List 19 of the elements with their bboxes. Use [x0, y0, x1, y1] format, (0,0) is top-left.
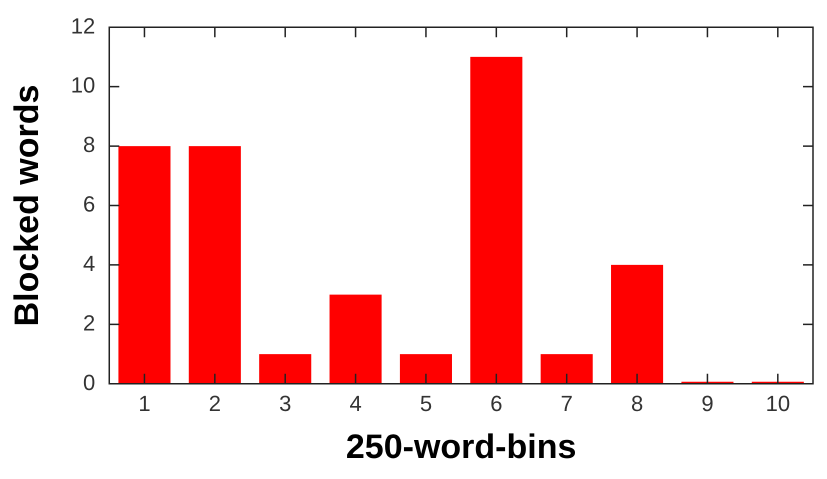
x-tick-label: 7: [560, 391, 573, 416]
y-tick-label: 4: [83, 250, 96, 276]
x-tick-label: 9: [701, 391, 714, 416]
y-tick-label: 6: [83, 192, 96, 217]
y-tick-label: 10: [70, 72, 96, 98]
y-tick-label: 2: [83, 310, 96, 336]
x-tick-label: 3: [279, 391, 292, 416]
x-tick-label: 8: [630, 391, 644, 416]
y-tick-label: 8: [83, 132, 96, 158]
x-tick-label: 2: [208, 391, 221, 416]
x-tick-label: 6: [490, 391, 502, 416]
y-axis-title: Blocked words: [8, 84, 46, 326]
x-axis-title: 250-word-bins: [346, 428, 576, 466]
y-tick-label: 12: [70, 13, 96, 38]
x-tick-label: 4: [349, 391, 362, 416]
x-tick-label: 1: [138, 391, 151, 416]
y-tick-label: 0: [83, 370, 96, 395]
x-tick-label: 5: [420, 391, 432, 416]
x-tick-label: 10: [766, 391, 790, 416]
